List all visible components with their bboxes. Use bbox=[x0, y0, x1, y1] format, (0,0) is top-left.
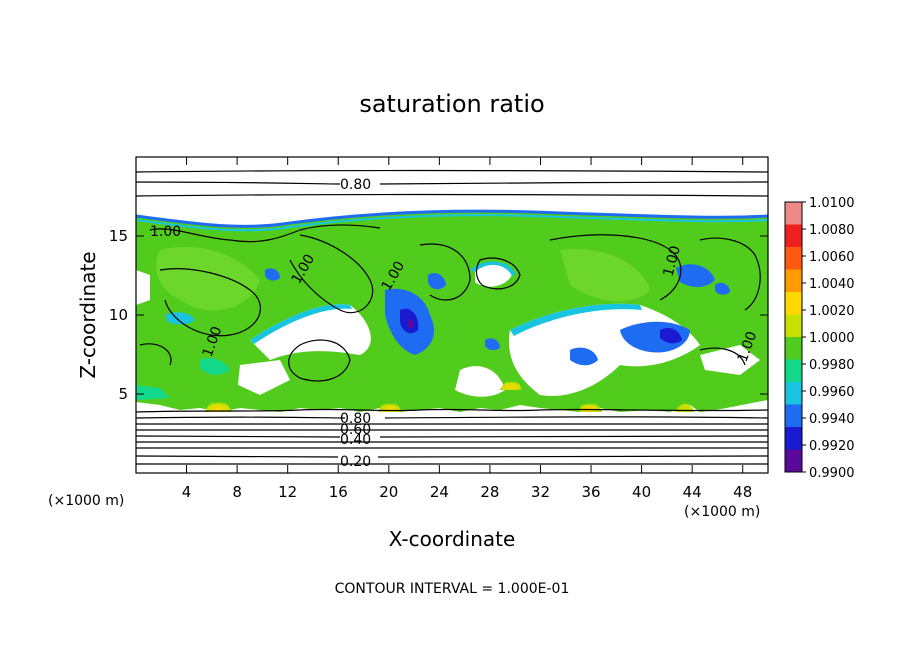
x-tick-label: 28 bbox=[480, 483, 499, 501]
y-tick-label: 5 bbox=[118, 385, 128, 403]
colorbar-swatch bbox=[785, 337, 802, 360]
z-unit-label: (×1000 m) bbox=[48, 493, 124, 509]
x-tick-label: 20 bbox=[379, 483, 398, 501]
colorbar-swatch bbox=[785, 269, 802, 293]
colorbar-tick-label: 0.9980 bbox=[809, 358, 855, 373]
x-tick-label: 8 bbox=[232, 483, 242, 501]
chart-title: saturation ratio bbox=[359, 90, 544, 118]
x-tick-label: 32 bbox=[531, 483, 550, 501]
x-tick-label: 48 bbox=[733, 483, 752, 501]
colorbar-tick-label: 0.9940 bbox=[809, 412, 855, 427]
colorbar-swatch bbox=[785, 359, 802, 383]
contour-label: 0.60 bbox=[340, 422, 371, 438]
colorbar-swatch bbox=[785, 382, 802, 405]
colorbar-swatch bbox=[785, 404, 802, 428]
colorbar-swatch bbox=[785, 449, 802, 473]
x-unit-label: (×1000 m) bbox=[684, 504, 760, 520]
colorbar-tick-label: 1.0060 bbox=[809, 250, 855, 265]
colorbar-swatch bbox=[785, 202, 802, 225]
colorbar-swatch bbox=[785, 247, 802, 270]
colorbar-swatch bbox=[785, 224, 802, 248]
y-tick-label: 15 bbox=[109, 227, 128, 245]
x-axis-ticks: 4 8 12 16 20 24 28 32 36 40 44 48 bbox=[182, 157, 752, 501]
colorbar-tick-label: 0.9960 bbox=[809, 385, 855, 400]
x-tick-label: 40 bbox=[632, 483, 651, 501]
x-tick-label: 24 bbox=[430, 483, 449, 501]
colorbar-swatch bbox=[785, 292, 802, 315]
contour-interval-label: CONTOUR INTERVAL = 1.000E-01 bbox=[335, 581, 570, 597]
colorbar-tick-label: 1.0080 bbox=[809, 223, 855, 238]
x-tick-label: 12 bbox=[278, 483, 297, 501]
colorbar-tick-label: 1.0100 bbox=[809, 196, 855, 211]
contour-label: 1.00 bbox=[660, 244, 684, 278]
contour-label: 0.20 bbox=[340, 454, 371, 470]
contour-label: 0.80 bbox=[340, 177, 371, 193]
colorbar-swatch bbox=[785, 314, 802, 338]
colorbar: 1.0100 1.0080 1.0060 1.0040 1.0020 1.0000 0.99… bbox=[784, 196, 855, 481]
colorbar-tick-label: 0.9900 bbox=[809, 466, 855, 481]
contour-label: 0.40 bbox=[340, 432, 371, 448]
contour-label: 1.00 bbox=[150, 224, 181, 240]
plot-area bbox=[136, 157, 768, 473]
colorbar-tick-label: 1.0020 bbox=[809, 304, 855, 319]
colorbar-swatch bbox=[785, 427, 802, 450]
y-axis-ticks: 5 10 15 bbox=[109, 227, 768, 403]
x-tick-label: 44 bbox=[683, 483, 702, 501]
contour-label: 0.80 bbox=[340, 411, 371, 427]
colorbar-tick-label: 0.9920 bbox=[809, 439, 855, 454]
y-tick-label: 10 bbox=[109, 306, 128, 324]
contour-lines bbox=[136, 169, 768, 465]
colorbar-tick-label: 1.0040 bbox=[809, 277, 855, 292]
colorbar-tick-label: 1.0000 bbox=[809, 331, 855, 346]
upper-boundary-band bbox=[136, 209, 768, 228]
y-axis-title: Z-coordinate bbox=[76, 251, 100, 378]
x-axis-title: X-coordinate bbox=[389, 527, 516, 551]
x-tick-label: 36 bbox=[581, 483, 600, 501]
x-tick-label: 4 bbox=[182, 483, 192, 501]
x-tick-label: 16 bbox=[329, 483, 348, 501]
